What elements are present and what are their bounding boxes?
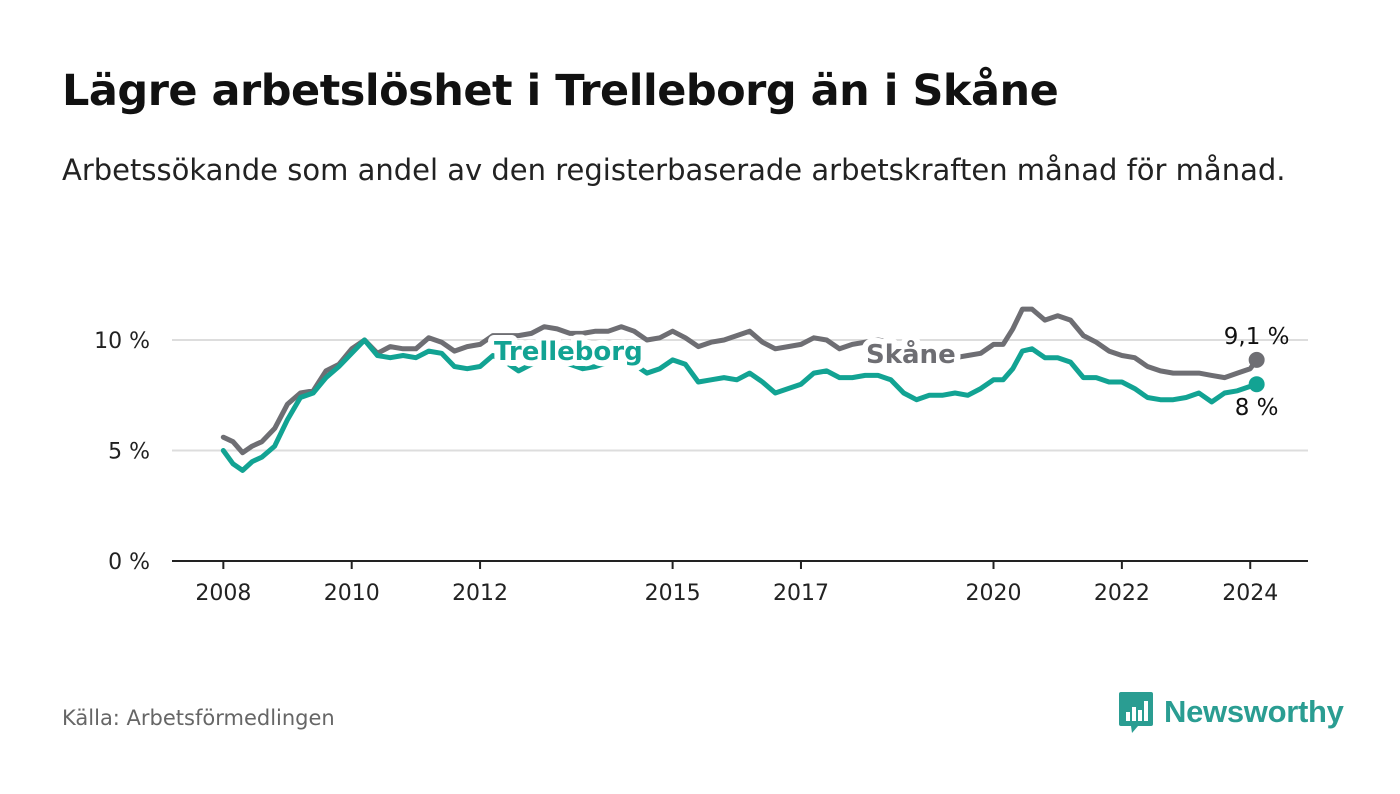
end-label-trelleborg: 8 %: [1235, 395, 1279, 421]
x-tick-label: 2015: [645, 581, 701, 606]
series-line-trelleborg: [220, 337, 1260, 473]
x-tick-label: 2017: [773, 581, 829, 606]
x-tick-label: 2022: [1094, 581, 1150, 606]
chart-title: Lägre arbetslöshet i Trelleborg än i Skå…: [62, 66, 1059, 116]
series-label-skane: Skåne: [866, 338, 956, 370]
brand-logo[interactable]: Newsworthy: [1118, 690, 1344, 734]
series-line-skane: [220, 306, 1260, 456]
y-tick-label: 0 %: [108, 550, 150, 575]
x-tick-label: 2020: [966, 581, 1022, 606]
bar-chart-speech-bubble-icon: [1119, 692, 1153, 733]
end-point-skane: [1248, 351, 1265, 368]
brand-name: Newsworthy: [1164, 694, 1344, 729]
x-tick-label: 2024: [1222, 581, 1278, 606]
x-tick-label: 2012: [452, 581, 508, 606]
series-label-trelleborg-halo: Trelleborg: [494, 337, 643, 367]
y-tick-label: 5 %: [108, 440, 150, 465]
y-tick-label: 10 %: [94, 329, 150, 354]
end-point-trelleborg: [1248, 376, 1265, 393]
source-note: Källa: Arbetsförmedlingen: [62, 706, 335, 730]
x-tick-label: 2008: [195, 581, 251, 606]
end-label-skane: 9,1 %: [1224, 324, 1290, 350]
chart-subtitle: Arbetssökande som andel av den registerb…: [62, 153, 1286, 187]
x-tick-label: 2010: [324, 581, 380, 606]
series-label-trelleborg: Trelleborg: [494, 337, 643, 367]
series-label-skane-halo: Skåne: [866, 338, 956, 370]
